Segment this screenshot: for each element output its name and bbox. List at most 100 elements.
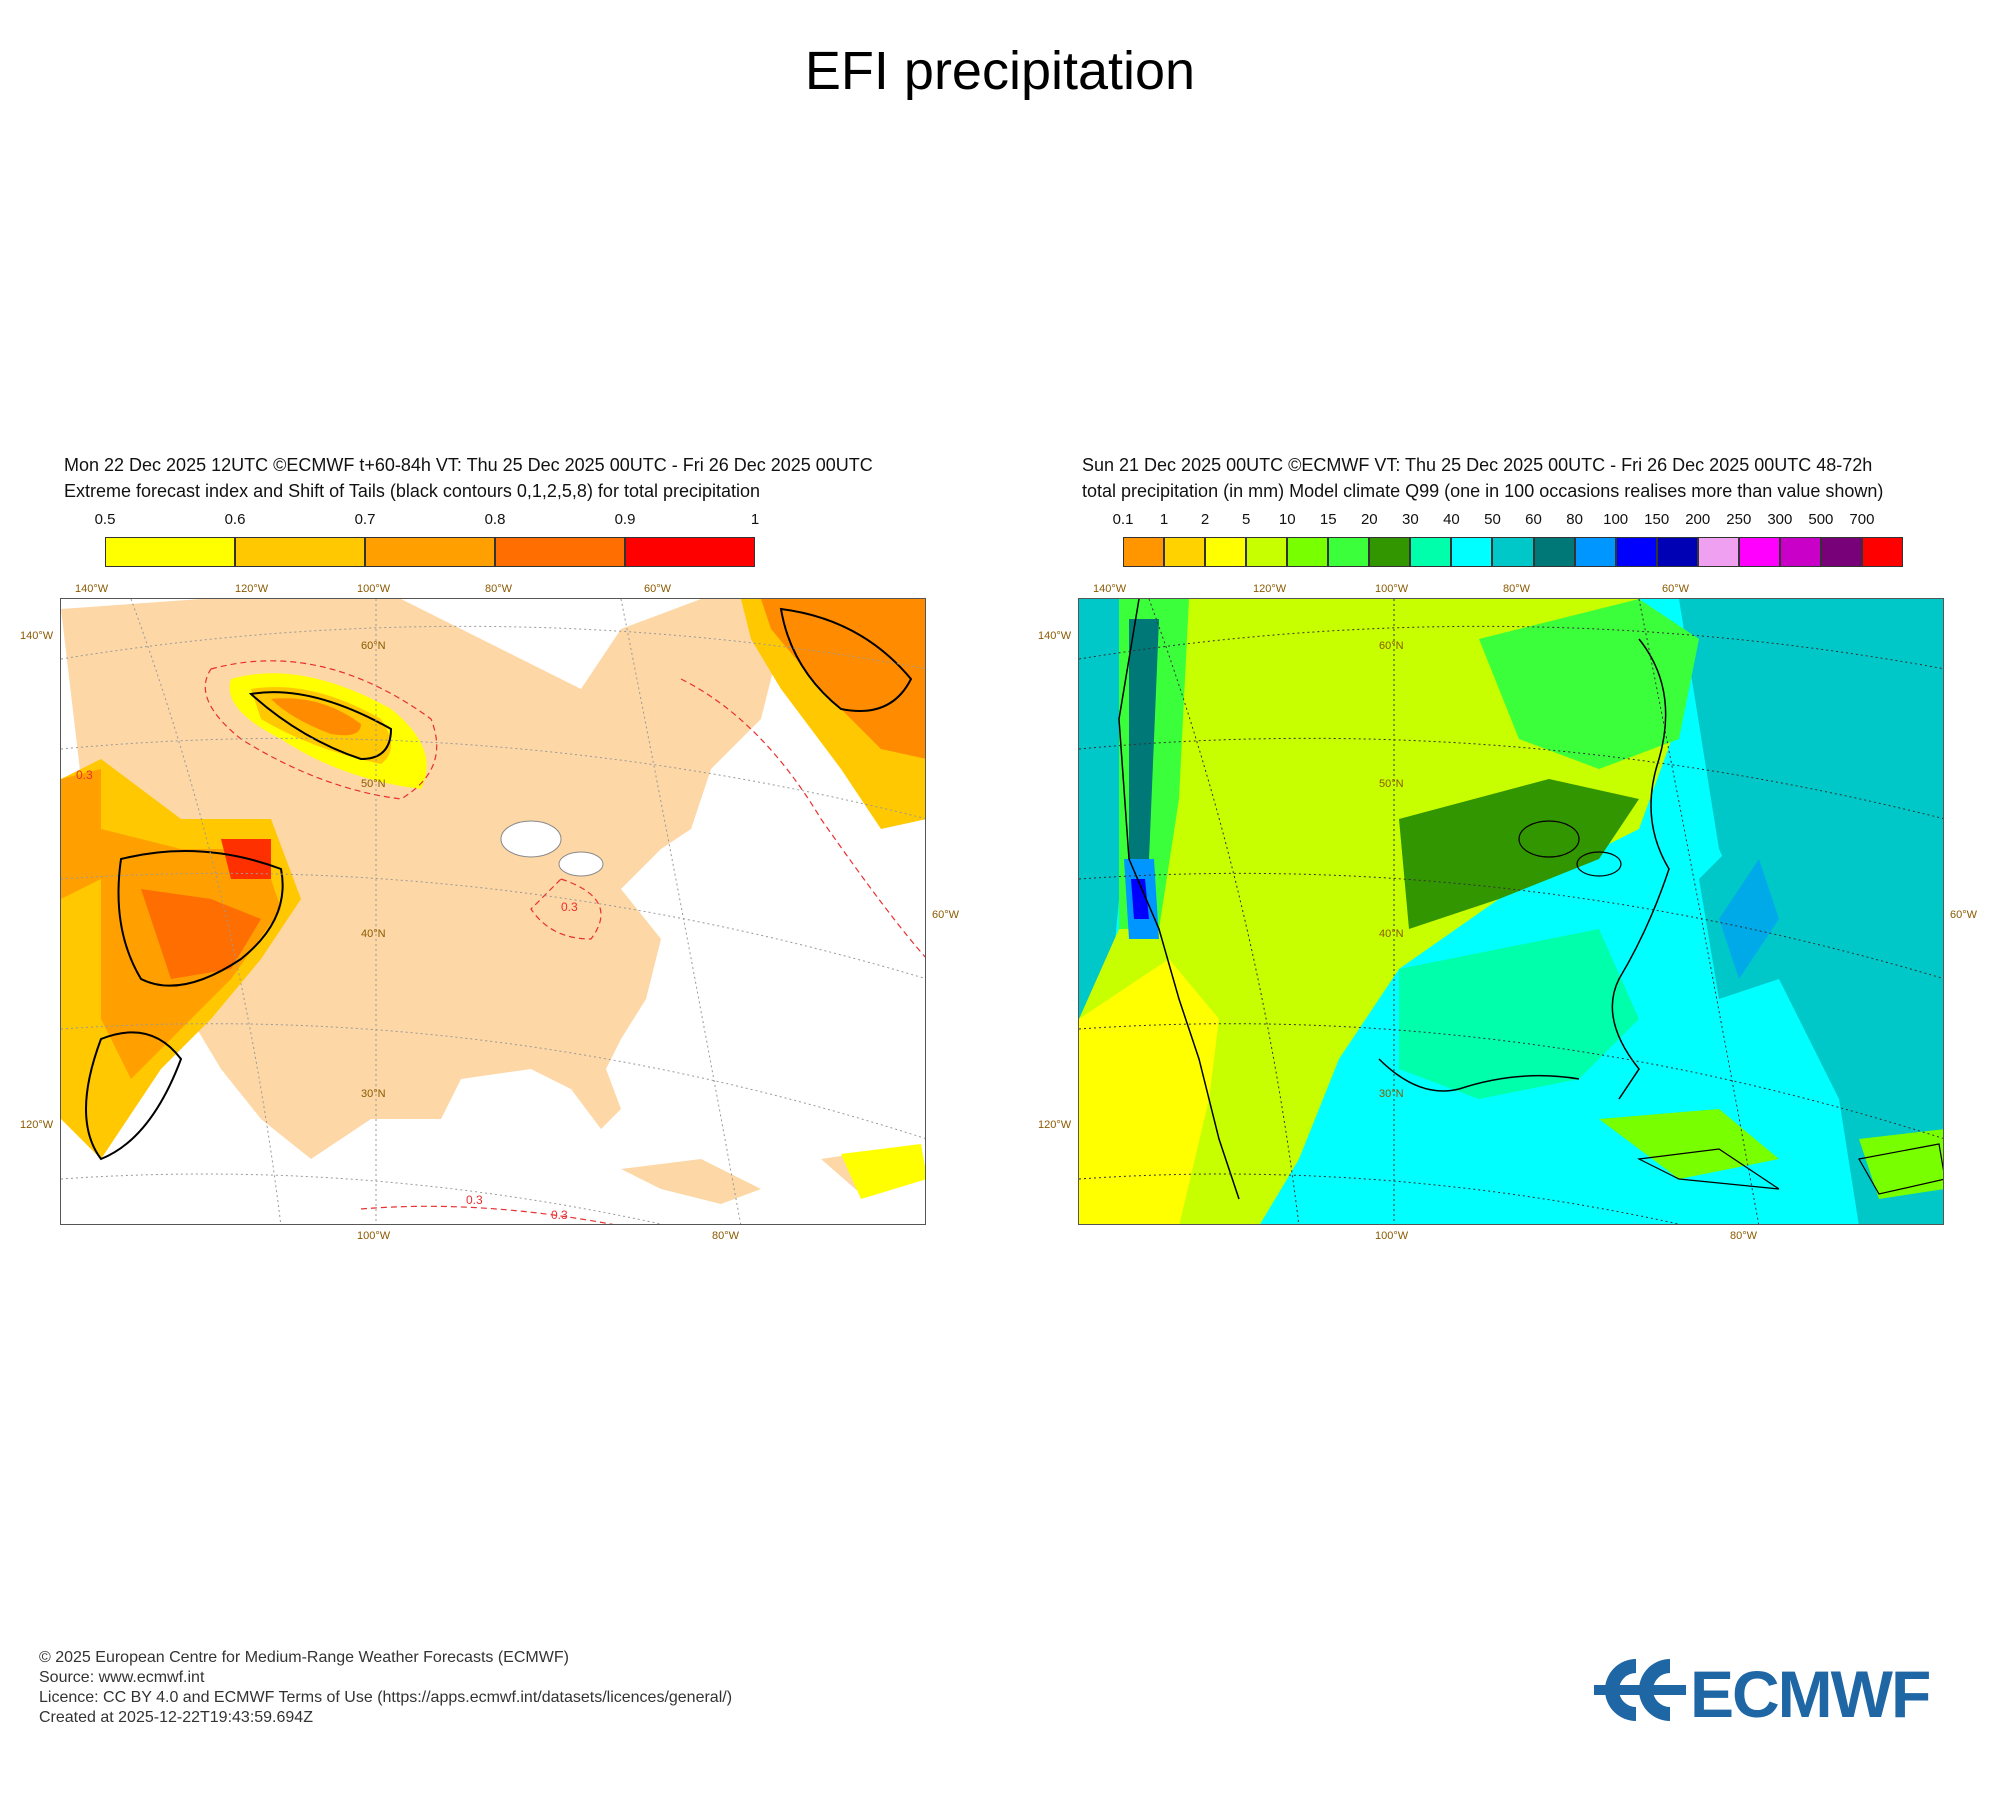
lat-label: 30°N [361,1088,386,1100]
contour-label: 0.3 [466,1193,483,1207]
precip-colorbar-tick: 700 [1849,511,1875,528]
lon-label-bottom: 80°W [1730,1230,1758,1242]
efi-contour-0.3 [360,1205,614,1224]
precip-colorbar-tick: 0.1 [1112,511,1134,528]
great-lakes [558,851,604,877]
lon-label-top: 80°W [485,583,513,595]
efi-region [141,889,261,979]
ecmwf-logo-mark [1594,1659,1686,1721]
precip-colorbar-tick: 20 [1360,511,1378,528]
efi-panel-title-line1: Mon 22 Dec 2025 12UTC ©ECMWF t+60-84h VT… [64,455,873,475]
climate-panel-title-line2: total precipitation (in mm) Model climat… [1082,481,1884,501]
precip-colorbar-tick: 10 [1278,511,1296,528]
precip-colorbar-box [1738,537,1780,567]
lon-label-left: 120°W [1038,1119,1072,1131]
precip-colorbar-box [1205,537,1247,567]
precip-region [1189,599,1409,899]
coastline [1611,638,1670,1100]
precip-region [1719,639,1943,1039]
lat-label: 40°N [1379,928,1404,940]
lon-label-bottom: 100°W [357,1230,391,1242]
contour-label: 0.3 [76,768,93,782]
precip-region [1479,599,1699,769]
precip-colorbar-tick: 50 [1484,511,1501,528]
precip-colorbar-tick: 500 [1808,511,1834,528]
efi-colorbar-tick: 0.5 [94,511,116,528]
precip-colorbar-box [1820,537,1862,567]
footer: © 2025 European Centre for Medium-Range … [39,1648,732,1728]
efi-region [61,769,101,899]
precip-colorbar-box [1451,537,1493,567]
efi-map: 0.3 0.3 0.3 0.3 60°N 50°N 40°N 30°N [60,598,926,1225]
contour-label: 0.3 [551,1208,568,1222]
climate-map-svg: 60°N 50°N 40°N 30°N [1079,599,1943,1224]
page-title: EFI precipitation [804,41,1196,101]
precip-region [1599,1109,1779,1179]
efi-contour-0.3 [204,660,438,800]
lon-label-left: 120°W [20,1119,54,1131]
precip-colorbar-box [1779,537,1821,567]
precip-colorbar-tick: 2 [1200,511,1210,528]
climate-map: 60°N 50°N 40°N 30°N [1078,598,1944,1225]
efi-colorbar-tick: 0.6 [224,511,246,528]
precip-colorbar-tick: 80 [1566,511,1583,528]
efi-colorbar-tick: 0.8 [484,511,506,528]
efi-colorbar-box [625,537,755,567]
coastline [1118,599,1240,1200]
lat-label: 50°N [361,778,386,790]
precip-colorbar-tick: 250 [1726,511,1752,528]
efi-colorbar-box [235,537,365,567]
lat-label: 30°N [1379,1088,1404,1100]
precip-region [1131,879,1149,919]
lat-label: 40°N [361,928,386,940]
precip-colorbar-box [1861,537,1903,567]
great-lakes [1518,820,1580,858]
coastline [1636,1148,1780,1190]
precip-colorbar-tick: 100 [1603,511,1629,528]
lon-label-top: 60°W [644,583,672,595]
efi-panel-title-line2: Extreme forecast index and Shift of Tail… [64,481,761,501]
precip-colorbar-box [1246,537,1288,567]
climate-panel-title-line1: Sun 21 Dec 2025 00UTC ©ECMWF VT: Thu 25 … [1082,455,1873,475]
precip-colorbar-box [1410,537,1452,567]
efi-panel: Mon 22 Dec 2025 12UTC ©ECMWF t+60-84h VT… [20,455,960,1255]
precip-colorbar-box [1369,537,1411,567]
precip-colorbar-tick: 30 [1402,511,1419,528]
precip-colorbar-box [1164,537,1206,567]
efi-colorbar-box [365,537,495,567]
sot-contour [248,691,393,761]
climate-panel: Sun 21 Dec 2025 00UTC ©ECMWF VT: Thu 25 … [1038,455,1978,1255]
precip-colorbar-tick: 1 [1159,511,1169,528]
efi-colorbar-tick: 0.9 [614,511,636,528]
lon-label-left: 140°W [20,630,54,642]
precip-colorbar-tick: 200 [1685,511,1711,528]
lat-label: 60°N [1379,640,1404,652]
graticule [61,599,925,1224]
precip-colorbar-box [1123,537,1165,567]
precip-colorbar-tick: 150 [1644,511,1670,528]
great-lakes [500,820,562,858]
land-cuba [621,1159,761,1204]
precip-colorbar-tick: 300 [1767,511,1793,528]
efi-map-svg: 0.3 0.3 0.3 0.3 60°N 50°N 40°N 30°N [61,599,925,1224]
lon-label-top: 140°W [75,583,109,595]
lon-label-top: 100°W [1375,583,1409,595]
precip-region [1399,929,1639,1099]
precip-colorbar-tick: 15 [1319,511,1337,528]
precip-region [1129,619,1159,859]
lon-label-left: 140°W [1038,630,1072,642]
lon-label-top: 100°W [357,583,391,595]
sot-contour [85,1031,183,1161]
precip-region [1719,859,1779,979]
lon-label-right: 60°W [1950,909,1978,921]
footer-created: Created at 2025-12-22T19:43:59.694Z [39,1709,313,1726]
efi-colorbar-box [495,537,625,567]
precip-region [1399,779,1639,929]
efi-contour-0.3 [530,878,602,940]
precip-colorbar-box [1328,537,1370,567]
precip-colorbar-tick: 40 [1443,511,1460,528]
lat-label: 60°N [361,640,386,652]
precip-colorbar-box [1287,537,1329,567]
lon-label-top: 60°W [1662,583,1690,595]
efi-colorbar-box [105,537,235,567]
